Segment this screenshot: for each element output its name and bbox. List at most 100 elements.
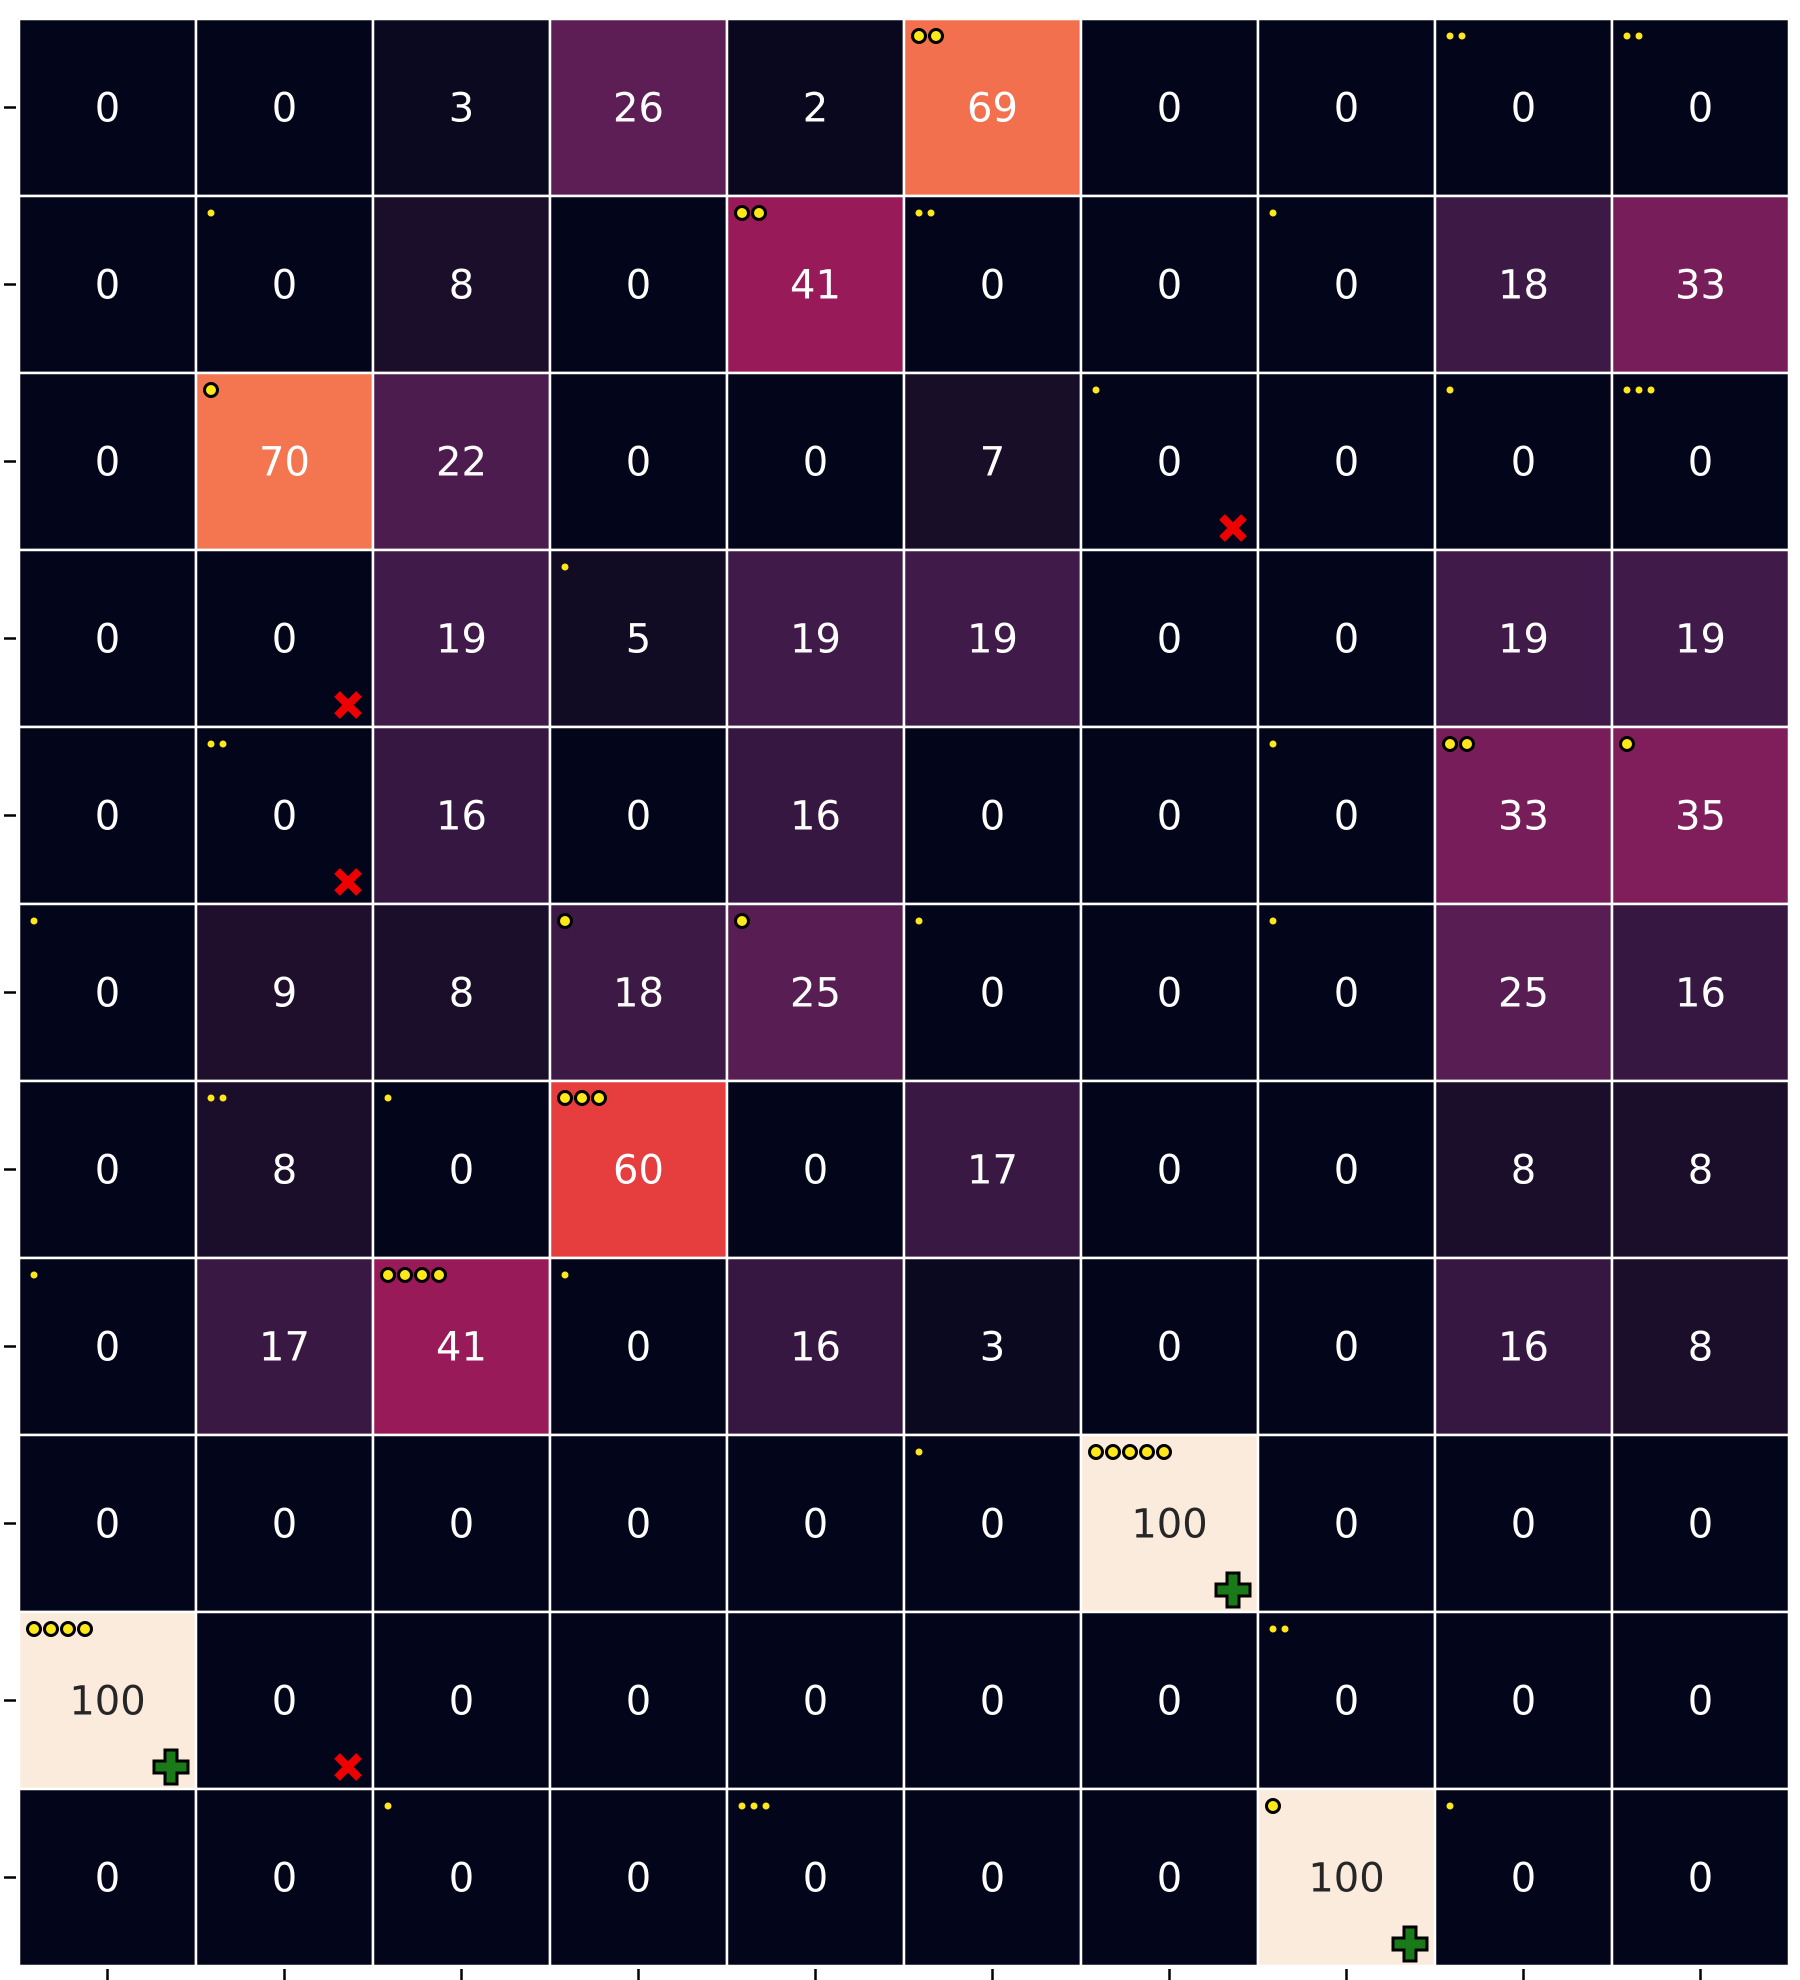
heatmap-cell <box>1256 725 1437 906</box>
cell-value-label: 0 <box>1511 86 1536 132</box>
dot-marker <box>915 209 923 217</box>
cell-value-label: 0 <box>1157 794 1182 840</box>
cell-value-label: 0 <box>1334 794 1359 840</box>
heatmap-cell <box>194 1787 375 1968</box>
heatmap-cell <box>1079 1079 1260 1260</box>
dot-marker <box>1442 736 1458 752</box>
heatmap-cell <box>1433 1256 1614 1437</box>
heatmap-cell <box>17 1433 198 1614</box>
heatmap-cell <box>1610 725 1791 906</box>
dot-marker <box>219 1094 227 1102</box>
dot-marker <box>1156 1444 1172 1460</box>
heatmap-cell <box>725 548 906 729</box>
cell-value-label: 0 <box>449 1679 474 1725</box>
cell-value-label: 0 <box>272 617 297 663</box>
heatmap-cell <box>902 725 1083 906</box>
heatmap-cell <box>1433 1433 1614 1614</box>
heatmap-cell <box>1610 1079 1791 1260</box>
cell-value-label: 0 <box>95 440 120 486</box>
dot-marker <box>414 1267 430 1283</box>
heatmap-cell <box>371 17 552 198</box>
heatmap-cell <box>1610 194 1791 375</box>
cell-value-label: 0 <box>1157 1679 1182 1725</box>
cell-value-label: 0 <box>272 1679 297 1725</box>
cell-value-label: 0 <box>1688 86 1713 132</box>
cell-value-label: 41 <box>436 1325 487 1371</box>
x-marker-icon <box>1219 514 1247 542</box>
cell-value-label: 33 <box>1675 263 1726 309</box>
heatmap-cell <box>1433 1610 1614 1791</box>
heatmap-cell <box>371 1787 552 1968</box>
heatmap-cell <box>1433 194 1614 375</box>
heatmap-cell <box>1079 194 1260 375</box>
cell-value-label: 0 <box>1688 1856 1713 1902</box>
heatmap-cell <box>902 548 1083 729</box>
cell-value-label: 0 <box>272 794 297 840</box>
heatmap-cell <box>548 1610 729 1791</box>
cell-value-label: 0 <box>803 1856 828 1902</box>
cell-value-label: 0 <box>1157 86 1182 132</box>
dot-marker <box>1281 1625 1289 1633</box>
dot-marker <box>207 1094 215 1102</box>
cell-value-label: 0 <box>980 1679 1005 1725</box>
heatmap-cell <box>1256 194 1437 375</box>
dot-marker <box>1139 1444 1155 1460</box>
cell-value-label: 9 <box>272 971 297 1017</box>
heatmap-cell <box>17 548 198 729</box>
dot-marker <box>1623 32 1631 40</box>
cell-value-label: 0 <box>1688 1679 1713 1725</box>
cell-value-label: 0 <box>1334 1679 1359 1725</box>
heatmap-cell <box>1256 548 1437 729</box>
heatmap-cell <box>371 1256 552 1437</box>
dot-marker <box>915 917 923 925</box>
cell-value-label: 8 <box>449 971 474 1017</box>
cell-value-label: 0 <box>272 1856 297 1902</box>
heatmap-cell <box>548 902 729 1083</box>
dot-marker <box>30 1271 38 1279</box>
cell-value-label: 0 <box>272 1502 297 1548</box>
cell-value-label: 0 <box>1157 1148 1182 1194</box>
heatmap-cell <box>1256 1079 1437 1260</box>
heatmap-cell <box>725 1610 906 1791</box>
cell-value-label: 17 <box>967 1148 1018 1194</box>
dot-marker <box>928 28 944 44</box>
cell-value-label: 0 <box>95 794 120 840</box>
cell-value-label: 2 <box>803 86 828 132</box>
heatmap-cell <box>1433 1079 1614 1260</box>
dot-marker <box>1623 386 1631 394</box>
dot-marker <box>1446 1802 1454 1810</box>
cell-value-label: 0 <box>1157 263 1182 309</box>
dot-marker <box>915 1448 923 1456</box>
cell-value-label: 3 <box>980 1325 1005 1371</box>
heatmap-cell <box>1256 17 1437 198</box>
cell-value-label: 100 <box>69 1679 145 1725</box>
cell-value-label: 0 <box>803 440 828 486</box>
cell-value-label: 0 <box>95 86 120 132</box>
cell-value-label: 0 <box>980 263 1005 309</box>
cell-value-label: 16 <box>1498 1325 1549 1371</box>
cell-value-label: 0 <box>1334 263 1359 309</box>
plus-marker-icon <box>1214 1571 1252 1609</box>
dot-marker <box>762 1802 770 1810</box>
cell-value-label: 0 <box>1511 1856 1536 1902</box>
heatmap-cell <box>1079 1787 1260 1968</box>
cell-value-label: 100 <box>1308 1856 1384 1902</box>
cell-value-label: 8 <box>272 1148 297 1194</box>
dot-marker <box>1269 1625 1277 1633</box>
cell-value-label: 19 <box>790 617 841 663</box>
heatmap-cell <box>1433 1787 1614 1968</box>
cell-value-label: 0 <box>626 263 651 309</box>
dot-marker <box>1088 1444 1104 1460</box>
cell-value-label: 0 <box>1157 440 1182 486</box>
cell-value-label: 3 <box>449 86 474 132</box>
cell-value-label: 5 <box>626 617 651 663</box>
cell-value-label: 19 <box>1675 617 1726 663</box>
cell-value-label: 60 <box>613 1148 664 1194</box>
cell-value-label: 0 <box>95 971 120 1017</box>
cell-value-label: 0 <box>1688 440 1713 486</box>
dot-marker <box>1446 32 1454 40</box>
heatmap-cell <box>902 1610 1083 1791</box>
dot-marker <box>77 1621 93 1637</box>
dot-marker <box>384 1802 392 1810</box>
